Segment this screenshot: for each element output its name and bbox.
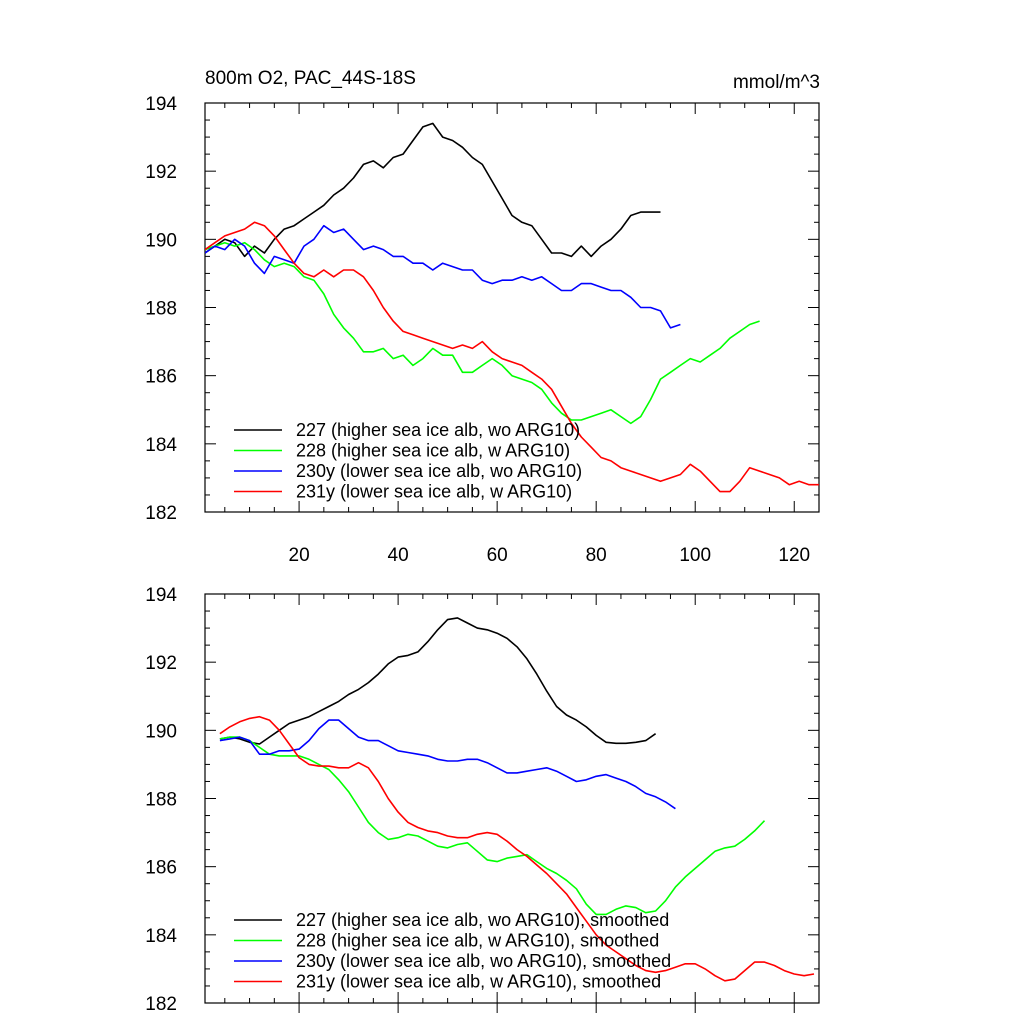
y-tick-label: 182	[145, 503, 177, 524]
y-tick-label: 184	[145, 926, 177, 947]
legend-label-s227: 227 (higher sea ice alb, wo ARG10)	[296, 420, 580, 440]
x-tick-label: 60	[487, 545, 508, 566]
legend-label-s230y: 230y (lower sea ice alb, wo ARG10)	[296, 461, 582, 481]
y-tick-label: 188	[145, 790, 177, 811]
legend-label-s228: 228 (higher sea ice alb, w ARG10)	[296, 441, 570, 461]
y-tick-label: 194	[145, 94, 177, 115]
legend-label-s231y: 231y (lower sea ice alb, w ARG10), smoot…	[296, 972, 661, 992]
top-panel: 182 184 186 188 190 192 194 20 40 60 80 100 120 227 (…	[145, 94, 820, 566]
x-tick-label: 20	[289, 545, 310, 566]
y-tick-label: 190	[145, 230, 177, 251]
y-tick-label: 184	[145, 435, 177, 456]
series-line-s228	[219, 736, 766, 916]
chart-title: 800m O2, PAC_44S-18S	[205, 68, 416, 89]
series-line-s227	[219, 617, 657, 745]
x-tick-label: 80	[586, 545, 607, 566]
legend-label-s227: 227 (higher sea ice alb, wo ARG10), smoo…	[296, 910, 669, 930]
series-line-s231y	[205, 221, 819, 493]
series-line-s231y	[219, 715, 815, 982]
y-tick-label: 192	[145, 653, 177, 674]
units-label: mmol/m^3	[733, 72, 820, 93]
y-tick-label: 186	[145, 858, 177, 879]
series-line-s230y	[205, 224, 681, 329]
bottom-panel: 182 184 186 188 190 192 194 227 (higher sea ice…	[145, 585, 820, 1015]
y-tick-label: 188	[145, 299, 177, 320]
y-tick-label: 182	[145, 994, 177, 1015]
series-line-s228	[205, 241, 760, 425]
series-line-s227	[205, 122, 661, 258]
y-tick-label: 186	[145, 367, 177, 388]
legend-label-s228: 228 (higher sea ice alb, w ARG10), smoot…	[296, 931, 659, 951]
y-tick-label: 190	[145, 721, 177, 742]
x-tick-label: 100	[679, 545, 711, 566]
x-tick-label: 120	[778, 545, 810, 566]
series-line-s230y	[219, 719, 676, 810]
y-tick-label: 194	[145, 585, 177, 606]
legend-label-s230y: 230y (lower sea ice alb, wo ARG10), smoo…	[296, 951, 671, 971]
y-tick-label: 192	[145, 162, 177, 183]
legend-label-s231y: 231y (lower sea ice alb, w ARG10)	[296, 482, 572, 502]
x-tick-label: 40	[388, 545, 409, 566]
